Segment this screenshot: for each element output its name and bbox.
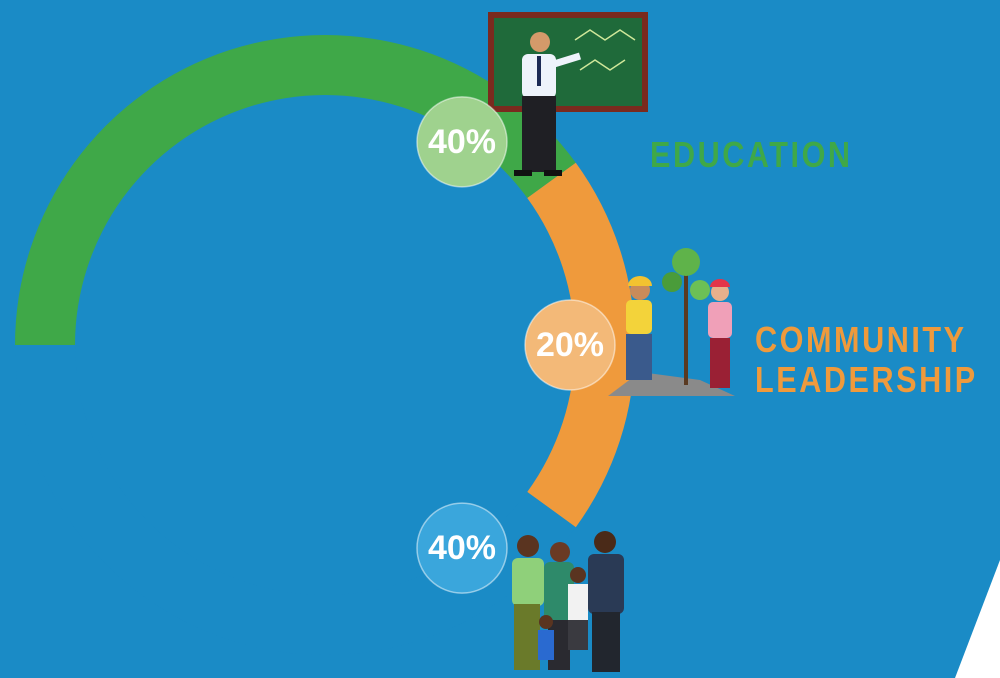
category-label: COMMUNITY LEADERSHIP xyxy=(755,319,978,400)
page-corner xyxy=(955,560,1000,678)
value-badge xyxy=(416,502,508,594)
category-label: EDUCATION xyxy=(650,134,853,175)
family-illustration xyxy=(512,531,624,672)
teacher-illustration xyxy=(488,12,648,176)
value-badge xyxy=(416,96,508,188)
value-label: 40% xyxy=(428,529,496,567)
community-illustration xyxy=(608,248,735,396)
value-label: 20% xyxy=(536,326,604,364)
value-badge xyxy=(524,299,616,391)
value-label: 40% xyxy=(428,123,496,161)
segment xyxy=(14,345,576,655)
